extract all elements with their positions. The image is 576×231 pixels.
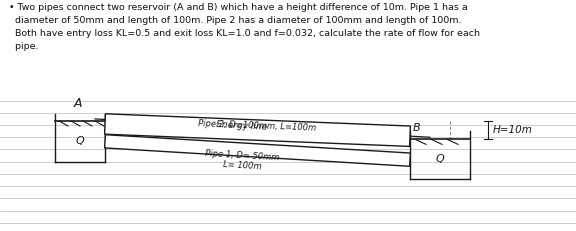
Text: • Two pipes connect two reservoir (A and B) which have a height difference of 10: • Two pipes connect two reservoir (A and… — [9, 3, 480, 51]
Text: Pipe 1, D= 50mm
L= 100m: Pipe 1, D= 50mm L= 100m — [205, 149, 280, 173]
Text: H=10m: H=10m — [493, 125, 533, 135]
Text: Energy line: Energy line — [216, 120, 267, 132]
Polygon shape — [105, 114, 410, 146]
Text: B: B — [413, 123, 420, 133]
Polygon shape — [105, 135, 410, 166]
Text: Q: Q — [75, 136, 84, 146]
Text: Pipe 2, D=100mm, L=100m: Pipe 2, D=100mm, L=100m — [198, 119, 317, 133]
Text: Q: Q — [435, 154, 444, 164]
Text: A: A — [74, 97, 82, 110]
